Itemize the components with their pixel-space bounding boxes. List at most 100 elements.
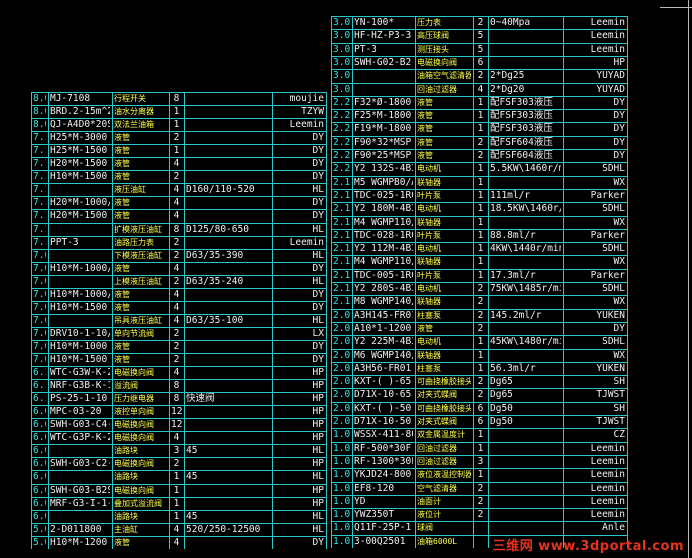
grid-hline <box>331 255 627 257</box>
cell-mfr: HL <box>312 275 324 287</box>
cell-name: 扩模液压油缸 <box>114 224 162 234</box>
cell-name: 液管 <box>114 146 130 156</box>
cell-code: 6.07 <box>33 432 46 444</box>
cell-code: 2.03 <box>333 389 350 401</box>
cell-param: 2*Dg20 <box>490 83 525 95</box>
cell-mfr: HL <box>312 510 324 522</box>
cell-spec: H10*M-1500 <box>50 171 108 183</box>
cell-mfr: HP <box>312 406 324 418</box>
cell-param: 17.3ml/r <box>490 269 536 281</box>
cell-mfr: DY <box>613 150 625 161</box>
grid-hline <box>31 483 326 485</box>
cell-mfr: HL <box>312 445 324 457</box>
cell-code: 2.13 <box>333 256 350 268</box>
cell-mfr: TZYW <box>301 106 324 118</box>
cell-spec: F90*25*MSP-1800 <box>354 150 413 161</box>
cell-code: 1.01 <box>333 535 350 547</box>
cell-mfr: Parker <box>590 269 625 281</box>
cell-qty: 2 <box>173 327 180 339</box>
cell-spec: SWH-G02-B2-D24-10 <box>354 56 413 68</box>
cell-qty: 2 <box>477 322 484 334</box>
cell-mfr: HP <box>312 393 324 405</box>
grid-hline <box>331 375 627 377</box>
cell-name: 柱塞泵 <box>417 310 441 320</box>
cell-code: 1.03 <box>333 509 350 521</box>
grid-hline <box>31 457 326 459</box>
cell-param: 4KW\1440r/min <box>490 243 561 255</box>
grid-hline <box>331 534 627 536</box>
cell-qty: 1 <box>477 176 484 188</box>
cell-mfr: TJWST <box>596 416 625 427</box>
cell-name: 压力表 <box>417 18 441 27</box>
cell-mfr: WX <box>613 176 625 188</box>
cell-name: 联轴器 <box>417 217 441 227</box>
cell-code: 3.02 <box>333 70 350 82</box>
cell-name: 回油过滤器 <box>417 84 457 94</box>
cell-qty: 1 <box>173 497 180 509</box>
cell-spec: M8 WGMP140/A66L120 <box>354 296 413 308</box>
cell-qty: 12 <box>171 406 182 418</box>
grid-hline <box>31 183 326 185</box>
grid-hline <box>31 131 326 133</box>
cell-code: 7.09 <box>33 249 46 261</box>
grid-hline <box>31 118 326 120</box>
cell-code: 6.10 <box>33 393 46 405</box>
grid-hline <box>31 92 326 93</box>
grid-hline <box>31 431 326 433</box>
cell-mfr: HP <box>312 367 324 379</box>
cell-param: 45 <box>186 471 198 483</box>
cell-mfr: YUKEN <box>596 362 625 374</box>
grid-hline <box>31 392 326 394</box>
cell-code: 3.03 <box>333 56 350 68</box>
cell-name: 液位液温控制器 <box>417 470 471 480</box>
cell-qty: 3 <box>173 445 180 457</box>
cell-code: 5.04 <box>33 523 46 535</box>
cell-name: 叶片泵 <box>417 230 441 240</box>
cell-qty: 6 <box>477 416 484 427</box>
cell-name: 液管 <box>417 137 433 147</box>
cell-mfr: Leemin <box>590 17 625 28</box>
cell-code: 8.03 <box>33 119 46 131</box>
cell-param: 2*Dg25 <box>490 70 525 82</box>
cell-qty: 1 <box>477 349 484 361</box>
cell-mfr: SDHL <box>602 336 625 348</box>
cell-qty: 4 <box>477 83 484 95</box>
cell-spec: Y2 132S-4B35 <box>354 163 413 175</box>
cell-name: 溢流阀 <box>114 381 138 391</box>
cell-code: 2.09 <box>333 309 350 321</box>
cell-qty: 4 <box>173 288 180 300</box>
cell-code: 6.03 <box>33 484 46 496</box>
cell-spec: WTC-G3P-K-20 <box>50 432 110 444</box>
grid-hline <box>331 508 627 510</box>
cell-name: 压力继电器 <box>114 394 154 404</box>
cell-code: 2.16 <box>333 216 350 228</box>
cell-mfr: Parker <box>590 189 625 201</box>
grid-hline <box>331 308 627 310</box>
cell-spec: H10*M-1500 <box>50 301 108 313</box>
cell-code: 7.05 <box>33 301 46 313</box>
cell-param: 56.3ml/r <box>490 362 536 374</box>
cell-param: 45 <box>186 510 198 522</box>
cell-name: 液管 <box>417 323 433 333</box>
grid-vline <box>272 92 273 549</box>
cell-name: 油路块 <box>114 446 138 456</box>
grid-hline <box>31 509 326 511</box>
grid-hline <box>331 468 627 470</box>
cell-qty: 1 <box>477 362 484 374</box>
cell-code: 1.05 <box>333 482 350 494</box>
cell-param: Dg50 <box>490 402 513 414</box>
cell-code: 6.04 <box>33 471 46 483</box>
cell-code: 8.01 <box>33 93 46 104</box>
grid-hline <box>331 348 627 350</box>
cell-mfr: WX <box>613 349 625 361</box>
cell-spec: A3H56-FR01-10 <box>354 362 413 374</box>
cell-mfr: DY <box>312 288 324 300</box>
cell-code: 7.02 <box>33 340 46 352</box>
cell-name: 液管 <box>114 355 130 364</box>
cell-param: 45 <box>186 445 198 457</box>
cell-mfr: DY <box>613 322 625 334</box>
cell-spec: RF-500*30F-Y <box>354 442 413 454</box>
grid-hline <box>331 109 627 111</box>
cell-mfr: SDHL <box>602 163 625 175</box>
cell-name: 液管 <box>417 151 433 160</box>
